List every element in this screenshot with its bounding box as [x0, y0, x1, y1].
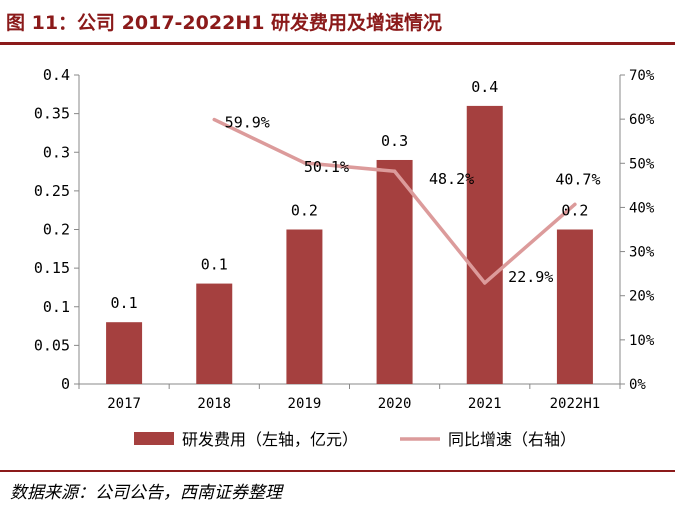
right-axis-tick-label: 50%: [629, 156, 655, 172]
line-segment: [212, 117, 307, 165]
line-data-label: 40.7%: [555, 170, 600, 188]
right-axis-tick-label: 60%: [629, 112, 655, 128]
left-axis-tick-label: 0.25: [34, 182, 70, 200]
chart-title: 图 11：公司 2017-2022H1 研发费用及增速情况: [6, 12, 443, 34]
bar: [556, 229, 593, 384]
line-data-label: 48.2%: [429, 170, 474, 188]
left-axis-tick-label: 0.3: [43, 143, 70, 161]
legend-label-bar: 研发费用（左轴，亿元）: [182, 430, 358, 449]
bar: [286, 229, 323, 384]
line-segment: [302, 161, 397, 173]
left-axis-tick-label: 0.35: [34, 105, 70, 123]
right-axis-tick-label: 0%: [629, 377, 646, 393]
chart-axes: 0 0.05 0.1 0.15 0.2 0.25 0.3 0.35 0.4 0% 10% 20% 30%…: [34, 66, 655, 412]
x-axis-tick-label: 2019: [288, 396, 322, 412]
chart-legend: 研发费用（左轴，亿元） 同比增速（右轴）: [134, 430, 576, 449]
right-axis-tick-label: 40%: [629, 200, 655, 216]
x-axis-tick-label: 2020: [378, 396, 412, 412]
legend-label-line: 同比增速（右轴）: [448, 430, 576, 449]
left-axis-tick-label: 0.2: [43, 221, 70, 239]
title-rule: [0, 42, 675, 45]
line-point: [483, 281, 487, 285]
x-axis-tick-label: 2022H1: [550, 396, 601, 412]
left-axis-tick-label: 0: [61, 375, 70, 393]
bar: [196, 283, 233, 384]
left-axis-tick-label: 0.1: [43, 298, 70, 316]
bar: [106, 322, 143, 384]
bar: [376, 159, 413, 384]
line-segment: [392, 169, 487, 285]
right-axis-tick-label: 30%: [629, 245, 655, 261]
bar-data-label: 0.1: [111, 294, 138, 312]
data-labels: 0.1 0.1 0.2 0.3 0.4 0.2 59.9% 50.1% 48.2% 22.9% 40…: [111, 78, 601, 312]
left-axis-tick-label: 0.15: [34, 259, 70, 277]
line-series: [212, 117, 577, 285]
right-axis-tick-label: 20%: [629, 289, 655, 305]
line-point: [573, 202, 577, 206]
bar-series: [106, 105, 593, 385]
right-axis-tick-label: 70%: [629, 68, 655, 84]
bar-data-label: 0.2: [291, 202, 318, 220]
line-segment: [483, 202, 577, 285]
bar-data-label: 0.2: [561, 202, 588, 220]
line-data-label: 50.1%: [304, 158, 349, 176]
x-axis-tick-label: 2017: [107, 396, 141, 412]
bar-data-label: 0.1: [201, 256, 228, 274]
bar: [466, 105, 503, 385]
x-axis-tick-label: 2018: [197, 396, 231, 412]
legend-swatch-bar: [134, 432, 174, 445]
bar-data-label: 0.4: [471, 78, 498, 96]
x-axis-tick-label: 2021: [468, 396, 502, 412]
line-data-label: 59.9%: [225, 114, 270, 132]
left-axis-tick-label: 0.4: [43, 66, 70, 84]
line-point: [212, 118, 216, 122]
chart: 0 0.05 0.1 0.15 0.2 0.25 0.3 0.35 0.4 0% 10% 20% 30%…: [34, 66, 655, 449]
line-point: [393, 169, 397, 173]
line-point: [302, 161, 306, 165]
line-data-label: 22.9%: [508, 268, 553, 286]
right-axis-tick-label: 10%: [629, 333, 655, 349]
chart-source: 数据来源：公司公告，西南证券整理: [10, 483, 282, 503]
bar-data-label: 0.3: [381, 132, 408, 150]
source-rule: [0, 470, 675, 472]
left-axis-tick-label: 0.05: [34, 336, 70, 354]
